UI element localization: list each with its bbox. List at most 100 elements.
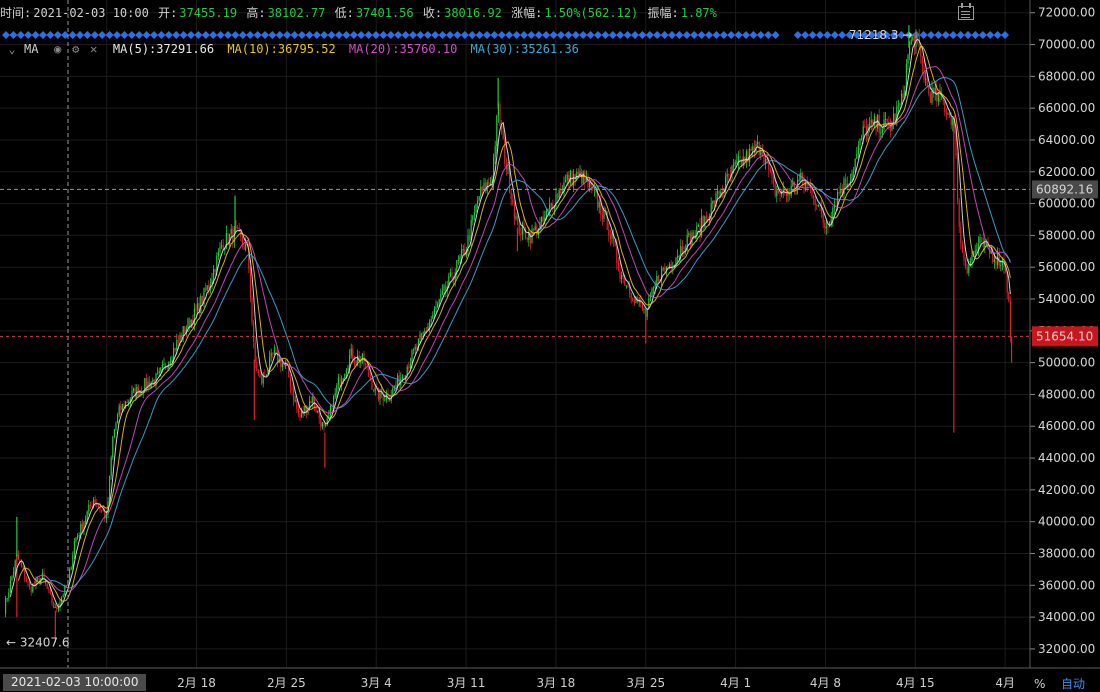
event-marker-strip[interactable] (2, 31, 1009, 39)
calendar-icon[interactable] (958, 3, 974, 20)
candle-body (713, 200, 715, 207)
candle-body (297, 408, 299, 415)
event-marker (423, 31, 432, 39)
candle-body (733, 164, 735, 167)
candle-body (521, 223, 523, 235)
candle-body (339, 377, 341, 387)
candle-body (145, 378, 147, 389)
ma10-line (17, 45, 1011, 602)
event-marker (98, 31, 107, 39)
candle-body (77, 535, 79, 538)
event-marker (312, 31, 321, 39)
candle-body (798, 179, 800, 181)
candle-body (688, 233, 690, 236)
collapse-chevron-icon[interactable]: ⌄ (8, 42, 16, 56)
auto-scale-button[interactable]: 自动 (1061, 677, 1086, 691)
candle-body (563, 182, 565, 192)
percent-scale-button[interactable]: % (1034, 677, 1046, 691)
candle-body (273, 350, 275, 355)
candle-body (672, 267, 674, 269)
candle-body (704, 216, 706, 227)
event-marker (594, 31, 602, 39)
candle-body (425, 330, 427, 332)
candle-body (976, 249, 978, 251)
price-tick-label: 36000.00 (1038, 578, 1095, 592)
candle-body (469, 235, 471, 241)
candle-body (523, 223, 525, 229)
candle-body (37, 578, 39, 580)
candle-body (392, 387, 394, 396)
candle-body (118, 405, 120, 415)
candle-body (360, 360, 362, 363)
candle-body (549, 204, 551, 209)
candle-body (958, 200, 960, 227)
candle-body (625, 285, 627, 287)
candle-body (291, 387, 293, 391)
candle-body (99, 506, 101, 510)
candle-body (123, 403, 125, 409)
candle-body (237, 227, 239, 229)
candle-body (182, 326, 184, 339)
settings-icon[interactable]: ⚙ (72, 42, 80, 56)
candle-body (153, 379, 155, 386)
candle-body (768, 160, 770, 170)
candle-body (389, 400, 391, 402)
candle-body (377, 387, 379, 400)
candle-body (347, 367, 349, 371)
candle-body (990, 251, 992, 254)
candle-body (411, 350, 413, 364)
candle-body (947, 112, 949, 114)
candle-body (289, 377, 291, 388)
candle-body (91, 505, 93, 507)
candle-body (432, 314, 434, 319)
ma20-value: MA(20):35760.10 (348, 42, 458, 56)
candle-body (286, 362, 288, 365)
ma-legend: ⌄ MA ◉ ⚙ ✕ MA(5):37291.66 MA(10):36795.52 M… (6, 40, 585, 58)
time-tick-label: 3月 11 (447, 676, 486, 690)
candle-body (497, 103, 499, 116)
event-marker (483, 31, 491, 39)
candle-body (681, 246, 683, 253)
candle-body (413, 349, 415, 351)
candle-body (995, 259, 997, 265)
candle-body (934, 87, 936, 93)
price-axis[interactable]: 32000.00 34000.00 36000.00 38000.00 40000.00… (1029, 0, 1095, 668)
candle-body (862, 126, 864, 139)
candle-body (86, 511, 88, 520)
close-icon[interactable]: ✕ (90, 42, 98, 56)
ma5-line (9, 38, 1011, 608)
candle-body (93, 499, 95, 507)
candle-body (184, 326, 186, 334)
eye-icon[interactable]: ◉ (54, 42, 62, 56)
event-marker (201, 31, 210, 39)
candle-body (808, 184, 810, 186)
candle-body (185, 328, 187, 334)
candle-body (869, 123, 871, 127)
candle-body (366, 364, 368, 368)
candle-body (819, 205, 821, 207)
candle-body (128, 401, 130, 403)
candle-body (205, 287, 207, 291)
high-label: 高: (246, 6, 266, 20)
candle-body (254, 342, 256, 362)
candle-body (171, 359, 173, 362)
candle-body (507, 167, 509, 170)
candle-body (49, 589, 51, 594)
candle-body (699, 225, 701, 236)
candle-body (275, 350, 277, 352)
candle-body (969, 261, 971, 266)
candle-body (421, 333, 423, 335)
candle-body (110, 457, 112, 476)
candle-body (616, 245, 618, 263)
candle-body (718, 191, 720, 198)
candle-body (689, 233, 691, 246)
candle-body (352, 348, 354, 361)
candle-body (737, 156, 739, 162)
candle-body (627, 285, 629, 287)
event-marker (127, 31, 136, 39)
candle-body (80, 523, 82, 536)
